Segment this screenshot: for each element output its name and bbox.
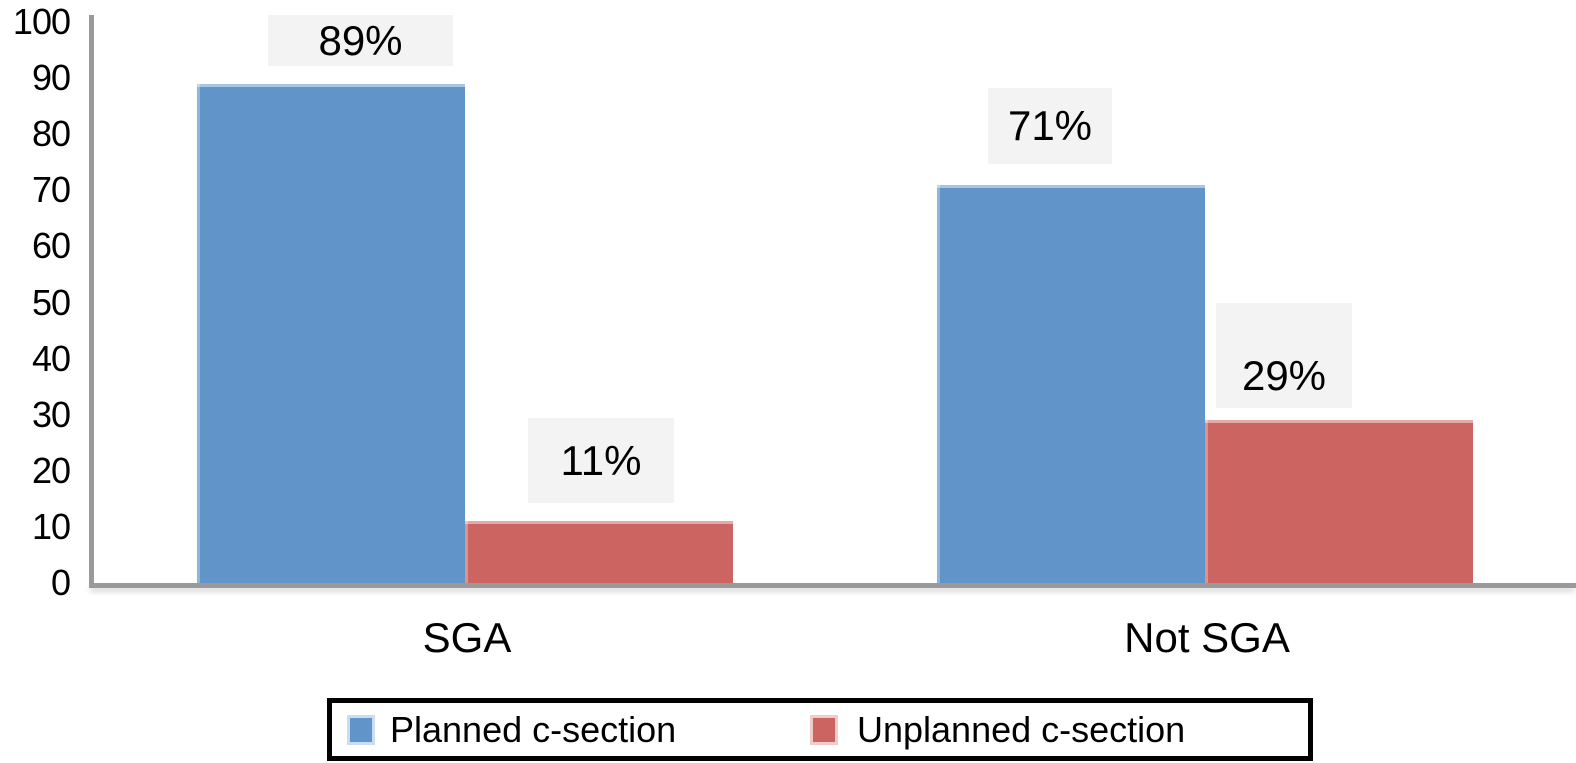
x-axis-line <box>89 583 1576 588</box>
bar-unplanned-c-section-not-sga <box>1205 420 1473 583</box>
y-tick-label: 40 <box>31 337 71 379</box>
bar-value-label: 71% <box>988 88 1112 164</box>
legend-swatch-planned-c-section <box>350 718 372 742</box>
y-tick-label: 0 <box>50 562 71 603</box>
y-tick-label: 60 <box>31 225 71 267</box>
y-tick-label: 50 <box>31 281 71 323</box>
category-label-not-sga: Not SGA <box>1124 614 1290 661</box>
bar-planned-c-section-not-sga <box>937 184 1205 583</box>
y-tick-label: 20 <box>31 449 71 491</box>
category-label-sga: SGA <box>422 614 512 661</box>
y-tick-label: 10 <box>31 505 71 547</box>
y-axis-line <box>89 15 94 588</box>
y-tick-label: 70 <box>31 169 71 211</box>
bar-unplanned-c-section-sga <box>465 521 733 583</box>
bar-value-label: 89% <box>268 15 453 66</box>
legend-swatch-unplanned-c-section <box>813 718 835 742</box>
y-tick-label: 80 <box>31 113 71 155</box>
bar-value-label: 11% <box>528 418 674 503</box>
y-tick-label: 100 <box>12 1 71 42</box>
legend-label-unplanned-c-section: Unplanned c-section <box>857 709 1186 750</box>
bar-planned-c-section-sga <box>197 83 465 583</box>
y-tick-label: 30 <box>31 393 71 435</box>
y-tick-label: 90 <box>31 57 71 99</box>
legend: Planned c-section Unplanned c-section <box>327 698 1313 761</box>
bar-value-label: 29% <box>1216 303 1352 408</box>
legend-label-planned-c-section: Planned c-section <box>390 709 677 750</box>
